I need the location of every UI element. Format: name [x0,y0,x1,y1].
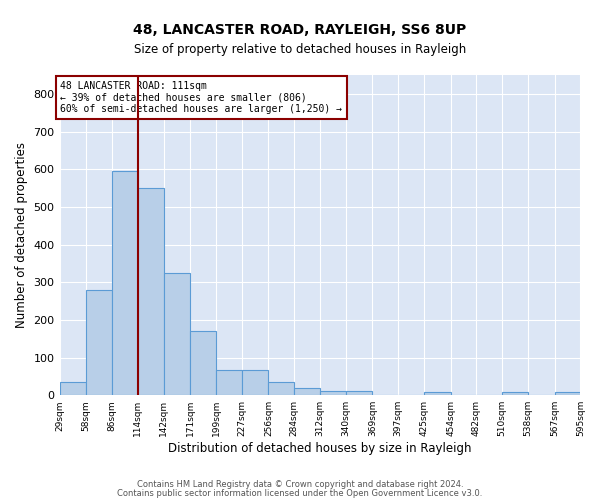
Bar [59,382,86,395]
Bar [346,392,373,395]
X-axis label: Distribution of detached houses by size in Rayleigh: Distribution of detached houses by size … [168,442,472,455]
Bar [216,370,242,395]
Bar [164,273,190,395]
Bar [424,392,451,395]
Bar [555,392,581,395]
Bar [320,391,346,395]
Text: Contains public sector information licensed under the Open Government Licence v3: Contains public sector information licen… [118,489,482,498]
Text: Size of property relative to detached houses in Rayleigh: Size of property relative to detached ho… [134,42,466,56]
Bar [294,388,320,395]
Bar [138,188,164,395]
Bar [502,392,528,395]
Bar [112,171,138,395]
Y-axis label: Number of detached properties: Number of detached properties [15,142,28,328]
Bar [190,331,216,395]
Text: Contains HM Land Registry data © Crown copyright and database right 2024.: Contains HM Land Registry data © Crown c… [137,480,463,489]
Bar [242,370,268,395]
Bar [86,290,112,395]
Bar [268,382,294,395]
Text: 48, LANCASTER ROAD, RAYLEIGH, SS6 8UP: 48, LANCASTER ROAD, RAYLEIGH, SS6 8UP [133,22,467,36]
Text: 48 LANCASTER ROAD: 111sqm
← 39% of detached houses are smaller (806)
60% of semi: 48 LANCASTER ROAD: 111sqm ← 39% of detac… [61,80,343,114]
